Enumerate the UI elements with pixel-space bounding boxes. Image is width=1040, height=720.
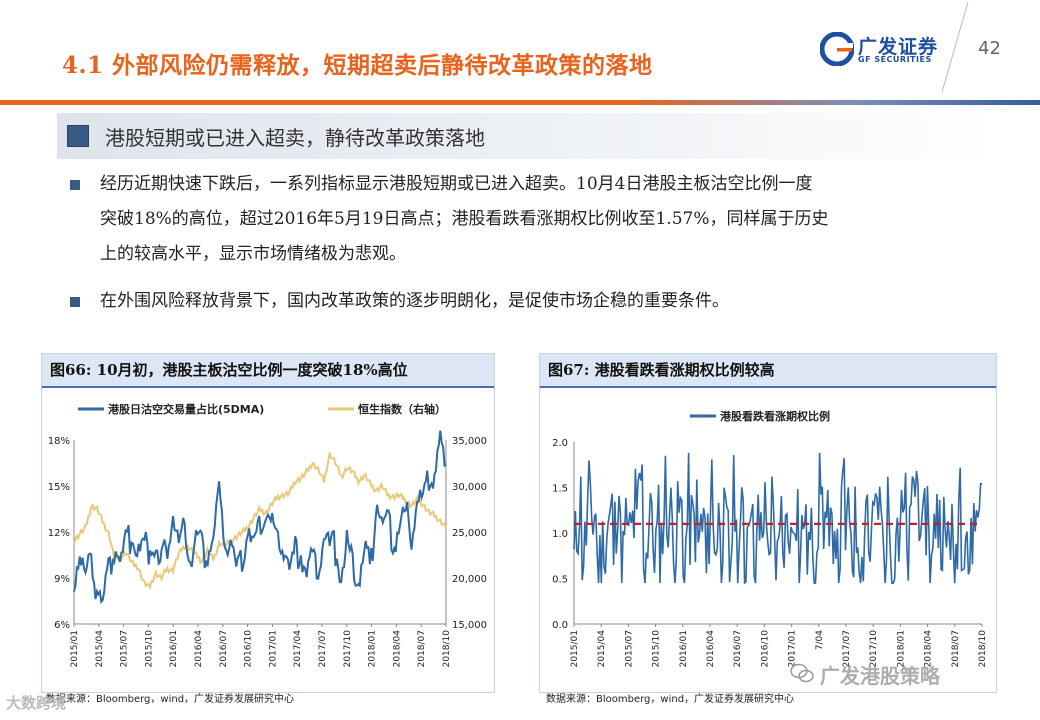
bullet-2-line: 在外围风险释放背景下，国内改革政策的逐步明朗化，是促使市场企稳的重要条件。 [100,291,729,311]
x-tick-label: 2017/04 [293,630,303,668]
chart-67-title: 图67: 港股看跌看涨期权比例较高 [540,354,996,388]
y-right-tick-label: 25,000 [452,528,487,539]
y-left-tick-label: 18% [48,436,70,447]
watermark-text: 广发港股策略 [820,664,940,688]
x-tick-label: 2015/04 [597,630,607,668]
chart-67-figure-label: 图67: [548,361,590,379]
bullet-1-line: 经历近期快速下跌后，一系列指标显示港股短期或已进入超卖。10月4日港股主板沽空比… [100,174,813,194]
bullet-1-line: 上的较高水平，显示市场情绪极为悲观。 [100,244,406,264]
x-tick-label: 2016/10 [244,630,254,668]
y-left-tick-label: 15% [48,482,70,493]
chart-panel-66: 图66: 10月初，港股主板沽空比例一度突破18%高位 港股日沽空交易量占比(5… [41,353,495,693]
logo-cn-text: 广发证券 [858,36,939,58]
x-tick-label: 2017/07 [318,630,328,667]
chart-66-plot: 港股日沽空交易量占比(5DMA) 恒生指数（右轴） 6% 9% 12% 15% 18% 15,… [48,402,487,668]
y-right-tick-label: 20,000 [452,574,487,585]
x-tick-label: 2018/04 [392,630,402,668]
bullet-square-icon [70,180,80,190]
x-tick-label: 2018/07 [951,630,961,667]
series-line-short-ratio [73,430,447,605]
chart-67-source: 数据来源：Bloomberg，wind，广发证券发展研究中心 [546,694,795,705]
chart-67-title-text: 港股看跌看涨期权比例较高 [594,361,775,379]
x-tick-label: 2018/01 [368,630,378,667]
x-tick-label: 2018/10 [442,630,452,668]
y-right-tick-label: 15,000 [452,620,487,631]
y-tick-label: 0.0 [552,620,568,631]
x-tick-label: 2018/01 [896,630,906,667]
chart-66-title-text: 10月初，港股主板沽空比例一度突破18%高位 [96,361,408,379]
x-tick-label: 2015/01 [570,630,580,667]
y-tick-label: 2.0 [552,438,568,449]
y-tick-label: 0.5 [552,575,568,586]
y-right-tick-label: 35,000 [452,436,487,447]
bullet-paragraph-2: 在外围风险释放背景下，国内改革政策的逐步明朗化，是促使市场企稳的重要条件。 [100,284,1000,319]
logo-en-text: GF SECURITIES [858,55,932,64]
page-number: 42 [978,38,1001,59]
x-tick-label: 2018/04 [924,630,934,668]
x-tick-label: 2015/07 [624,630,634,667]
header-divider [941,2,969,92]
y-left-tick-label: 6% [54,620,70,631]
x-tick-label: 2016/07 [219,630,229,667]
header-rule [0,100,1040,105]
x-tick-label: 2016/01 [169,630,179,667]
section-subheader: 港股短期或已进入超卖，静待改革政策落地 [57,113,997,159]
bullet-paragraph-1: 经历近期快速下跌后，一系列指标显示港股短期或已进入超卖。10月4日港股主板沽空比… [100,167,1000,272]
subheader-text: 港股短期或已进入超卖，静待改革政策落地 [105,126,485,150]
legend-label-put-call: 港股看跌看涨期权比例 [720,409,830,423]
x-tick-label: 2016/04 [194,630,204,668]
x-tick-label: 7/04 [815,630,825,650]
chart-66-source: 数据来源：Bloomberg，wind，广发证券发展研究中心 [46,694,295,705]
legend-label-hsi: 恒生指数（右轴） [358,402,446,416]
x-tick-label: 2017/07 [842,630,852,667]
x-tick-label: 2016/10 [760,630,770,668]
bullet-1-line: 突破18%的高位，超过2016年5月19日高点；港股看跌看涨期权比例收至1.57… [100,209,829,229]
x-tick-label: 2015/04 [95,630,105,668]
x-tick-label: 2017/10 [343,630,353,668]
bullet-square-icon [70,297,80,307]
x-tick-label: 2016/07 [733,630,743,667]
y-left-tick-label: 9% [54,574,70,585]
gf-securities-logo: 广发证券 GF SECURITIES [820,30,946,70]
subheader-square-icon [67,125,89,147]
x-tick-label: 2017/01 [268,630,278,667]
x-tick-label: 2017/10 [869,630,879,668]
chart-66-figure-label: 图66: [50,361,92,379]
x-tick-label: 2018/10 [978,630,988,668]
chart-67-plot: 港股看跌看涨期权比例 0.0 0.5 1.0 1.5 2.0 2015/01 2015/04 2… [552,409,988,668]
y-tick-label: 1.5 [552,484,568,495]
corner-watermark: 大数跨境 [6,694,67,712]
x-tick-label: 2015/01 [70,630,80,667]
y-tick-label: 1.0 [552,529,568,540]
x-tick-label: 2016/04 [706,630,716,668]
page-title: 4.1 外部风险仍需释放，短期超卖后静待改革政策的落地 [62,52,653,79]
series-line-put-call [573,452,982,585]
x-tick-label: 2015/07 [120,630,130,667]
x-tick-label: 2017/01 [788,630,798,667]
x-tick-label: 2018/07 [417,630,427,667]
x-tick-label: 2016/01 [679,630,689,667]
y-left-tick-label: 12% [48,528,70,539]
series-line-hsi [73,452,447,591]
legend-label-short-ratio: 港股日沽空交易量占比(5DMA) [108,402,264,416]
chart-panel-67: 图67: 港股看跌看涨期权比例较高 港股看跌看涨期权比例 0.0 0.5 1.0 1.5… [539,353,997,693]
x-tick-label: 2015/10 [652,630,662,668]
chart-66-title: 图66: 10月初，港股主板沽空比例一度突破18%高位 [42,354,494,388]
x-tick-label: 2015/10 [144,630,154,668]
y-right-tick-label: 30,000 [452,482,487,493]
gf-logo-icon [820,32,854,66]
wechat-icon [790,663,814,683]
